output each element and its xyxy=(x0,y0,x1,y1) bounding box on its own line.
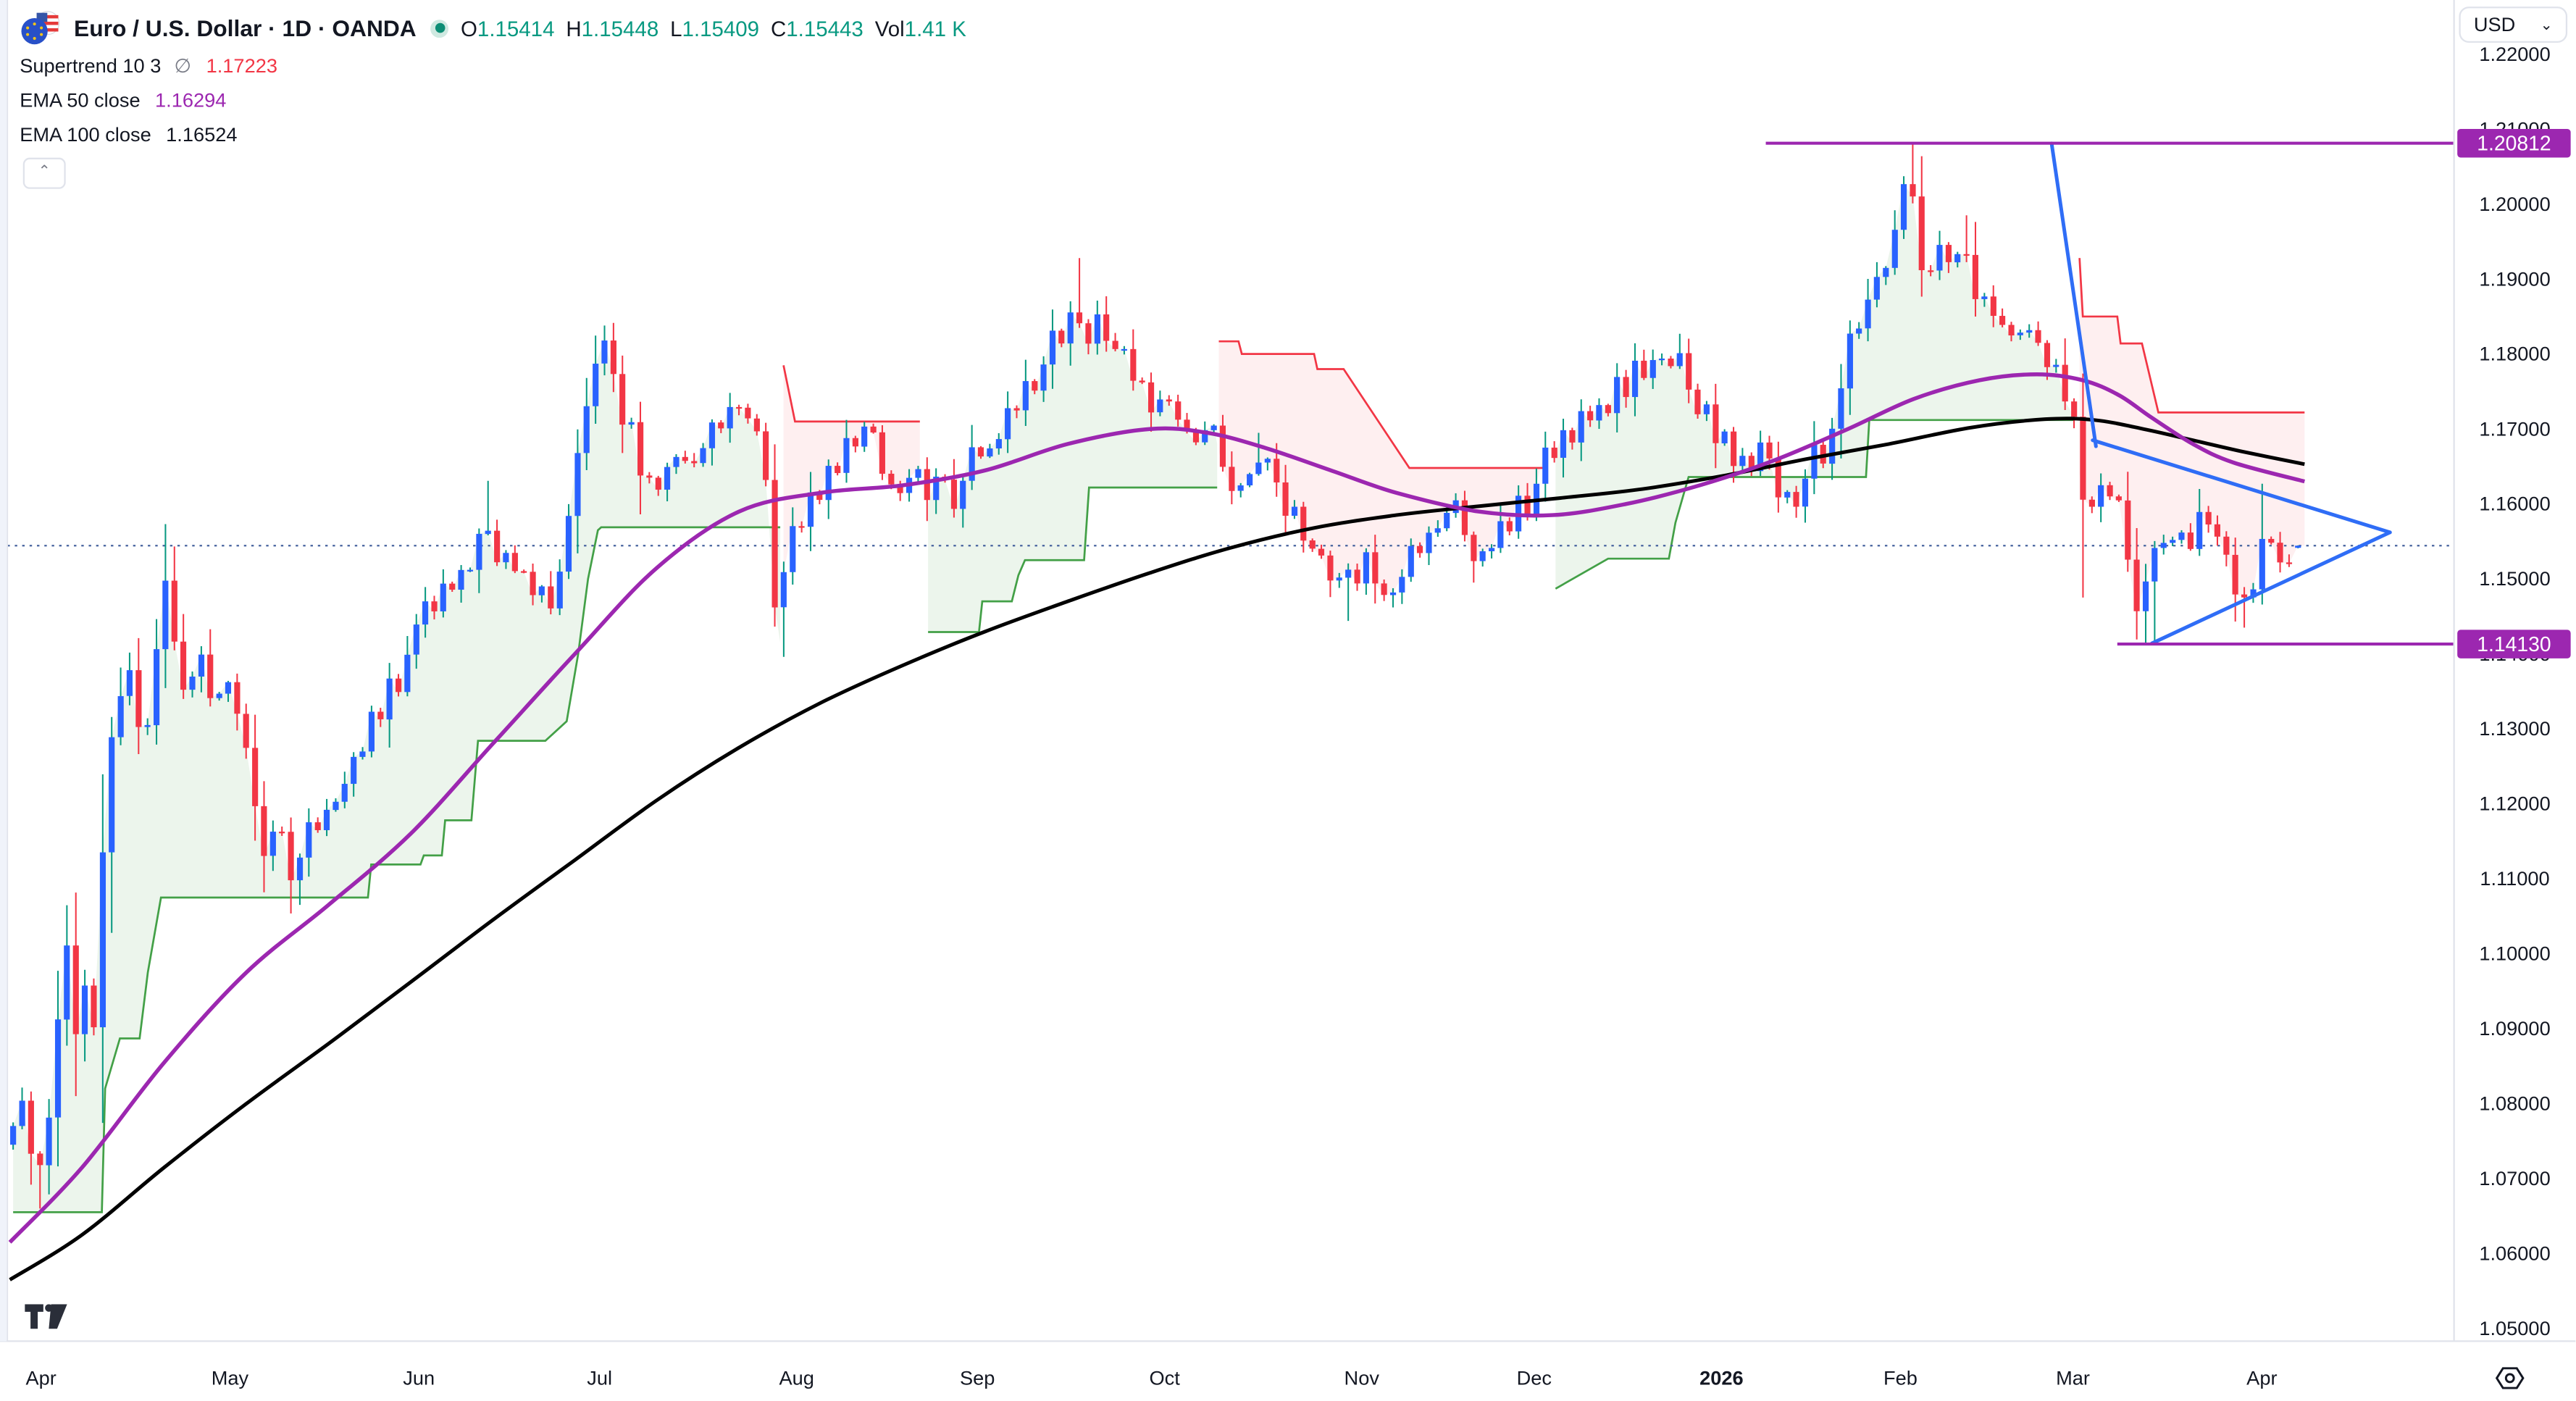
collapse-legend-button[interactable]: ⌃ xyxy=(22,157,66,189)
ema50-line[interactable] xyxy=(8,372,2305,1244)
x-axis-tick: May xyxy=(212,1367,249,1389)
currency-value: USD xyxy=(2473,13,2516,36)
ohlc-values: O 1.15414 H 1.15448 L 1.15409 C 1.15443 Vol 1… xyxy=(461,16,966,41)
left-edge xyxy=(0,0,9,1342)
indicator-row-ema100[interactable]: EMA 100 close 1.16524 xyxy=(20,117,966,151)
y-axis-tick: 1.09000 xyxy=(2479,1017,2550,1040)
currency-dropdown[interactable]: USD ⌄ xyxy=(2459,7,2568,43)
high-value: 1.15448 xyxy=(581,15,659,41)
y-axis-tick: 1.20000 xyxy=(2479,193,2550,215)
supertrend-lines xyxy=(13,258,2305,1213)
tradingview-logo[interactable] xyxy=(25,1304,67,1329)
y-axis-tick: 1.16000 xyxy=(2479,493,2550,515)
x-axis-tick: Oct xyxy=(1149,1367,1180,1389)
svg-text:1.14130: 1.14130 xyxy=(2477,633,2551,656)
price-axis[interactable]: 1.220001.210001.200001.190001.180001.170… xyxy=(2453,0,2576,1401)
y-axis-tick: 1.15000 xyxy=(2479,567,2550,590)
price-label: 1.20812 xyxy=(2457,128,2571,158)
indicator-name: EMA 100 close xyxy=(20,122,151,146)
y-axis-tick: 1.06000 xyxy=(2479,1242,2550,1264)
x-axis-tick: Aug xyxy=(779,1367,814,1389)
y-axis-tick: 1.19000 xyxy=(2479,267,2550,290)
y-axis-tick: 1.11000 xyxy=(2480,867,2549,890)
y-axis-tick: 1.10000 xyxy=(2479,942,2550,965)
low-value: 1.15409 xyxy=(682,15,760,41)
indicator-name: EMA 50 close xyxy=(20,88,141,112)
volume-value: 1.41 K xyxy=(904,15,966,41)
y-axis-tick: 1.22000 xyxy=(2479,43,2550,65)
close-label: C xyxy=(770,15,787,41)
y-axis-tick: 1.08000 xyxy=(2479,1092,2550,1115)
legend: Euro / U.S. Dollar · 1D · OANDA O 1.15414… xyxy=(20,8,966,151)
x-axis-tick: Dec xyxy=(1517,1367,1552,1389)
x-axis-tick: Jul xyxy=(587,1367,612,1389)
y-axis-tick: 1.18000 xyxy=(2479,343,2550,365)
y-axis-tick: 1.12000 xyxy=(2479,792,2550,815)
time-axis[interactable]: Apr May Jun Jul Aug Sep Oct Nov Dec 2026 Feb Mar Apr xyxy=(0,1340,2576,1401)
eur-usd-flags-icon xyxy=(20,10,62,46)
x-axis-tick: Apr xyxy=(2246,1367,2277,1389)
y-axis-tick: 1.17000 xyxy=(2479,417,2550,440)
indicator-row-supertrend[interactable]: Supertrend 10 3 ∅ 1.17223 xyxy=(20,48,966,83)
indicator-value: 1.16524 xyxy=(166,122,238,146)
indicator-name: Supertrend 10 3 xyxy=(20,53,162,77)
chevron-down-icon: ⌄ xyxy=(2540,16,2553,33)
average-icon: ∅ xyxy=(174,53,192,77)
market-status-icon[interactable] xyxy=(431,19,450,38)
close-value: 1.15443 xyxy=(786,15,863,41)
x-axis-tick: Nov xyxy=(1345,1367,1380,1389)
y-axis-tick: 1.07000 xyxy=(2479,1167,2550,1189)
indicator-row-ema50[interactable]: EMA 50 close 1.16294 xyxy=(20,82,966,117)
supertrend-fill-layer xyxy=(13,184,2305,1213)
y-axis-tick: 1.13000 xyxy=(2479,717,2550,740)
high-label: H xyxy=(566,15,582,41)
indicator-value: 1.17223 xyxy=(206,53,277,77)
volume-label: Vol xyxy=(874,15,905,41)
open-label: O xyxy=(460,15,477,41)
low-label: L xyxy=(670,15,682,41)
x-axis-tick: Apr xyxy=(26,1367,57,1389)
svg-text:1.20812: 1.20812 xyxy=(2477,132,2551,155)
y-axis-tick: 1.05000 xyxy=(2479,1317,2550,1339)
ema100-line[interactable] xyxy=(9,417,2305,1281)
symbol-row[interactable]: Euro / U.S. Dollar · 1D · OANDA O 1.15414… xyxy=(20,8,966,47)
x-axis-tick: Jun xyxy=(403,1367,435,1389)
gear-icon[interactable] xyxy=(2495,1365,2525,1391)
price-label: 1.14130 xyxy=(2457,630,2571,658)
x-axis-tick: Sep xyxy=(960,1367,995,1389)
horizontal-ray-drawings[interactable] xyxy=(1765,141,2454,646)
symbol-title[interactable]: Euro / U.S. Dollar · 1D · OANDA xyxy=(74,14,417,41)
trendline-drawings[interactable] xyxy=(2049,141,2392,645)
chevron-up-icon: ⌃ xyxy=(38,162,51,180)
x-axis-tick: Mar xyxy=(2056,1367,2090,1389)
candles-layer[interactable] xyxy=(10,143,2301,1209)
x-axis-tick: 2026 xyxy=(1699,1367,1744,1389)
x-axis-tick: Feb xyxy=(1883,1367,1918,1389)
open-value: 1.15414 xyxy=(477,15,555,41)
indicator-value: 1.16294 xyxy=(154,88,227,112)
